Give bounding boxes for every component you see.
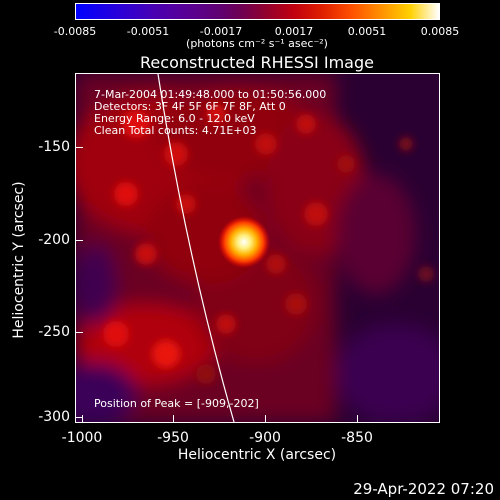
x-tick-label: -950 xyxy=(157,430,189,446)
colorbar-tick: -0.0085 xyxy=(53,25,97,38)
x-axis-label: Heliocentric X (arcsec) xyxy=(177,447,337,463)
solar-image-canvas xyxy=(76,74,439,422)
x-tick-label: -1000 xyxy=(61,430,103,446)
info-clean: Clean Total counts: 4.71E+03 xyxy=(94,124,257,137)
colorbar-tick: 0.0085 xyxy=(420,25,460,38)
x-tick-label: -850 xyxy=(341,430,373,446)
colorbar-tick: 0.0017 xyxy=(274,25,314,38)
emission-blobs xyxy=(103,104,434,384)
info-detectors: Detectors: 3F 4F 5F 6F 7F 8F, Att 0 xyxy=(94,100,286,113)
flare-peak xyxy=(218,216,270,268)
colorbar-units: (photons cm⁻² s⁻¹ asec⁻²) xyxy=(186,37,328,50)
colorbar-tick: -0.0017 xyxy=(199,25,243,38)
y-tick-label: -250 xyxy=(38,324,70,340)
y-tick-label: -150 xyxy=(38,139,70,155)
info-energy: Energy Range: 6.0 - 12.0 keV xyxy=(94,112,255,125)
colorbar-tick: 0.0051 xyxy=(347,25,387,38)
info-time-range: 7-Mar-2004 01:49:48.000 to 01:50:56.000 xyxy=(94,88,327,101)
peak-position-label: Position of Peak = [-909,-202] xyxy=(94,397,259,410)
y-axis-label: Heliocentric Y (arcsec) xyxy=(11,181,27,339)
image-title: Reconstructed RHESSI Image xyxy=(140,53,374,72)
x-tick-label: -900 xyxy=(249,430,281,446)
solar-limb-line xyxy=(157,74,235,422)
emission-background xyxy=(76,74,439,422)
solar-image xyxy=(75,73,440,423)
date-stamp: 29-Apr-2022 07:20 xyxy=(353,480,494,498)
colorbar-tick: -0.0051 xyxy=(126,25,170,38)
colorbar xyxy=(75,3,440,20)
y-tick-label: -300 xyxy=(38,409,70,425)
y-tick-label: -200 xyxy=(38,232,70,248)
